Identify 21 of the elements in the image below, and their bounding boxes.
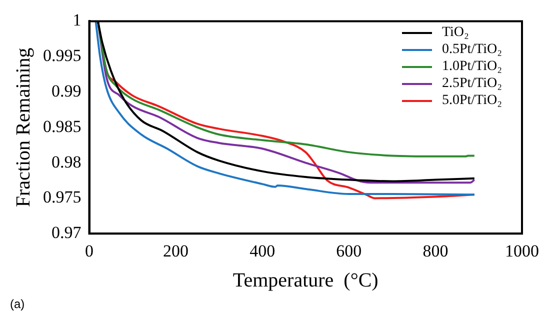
x-tick-label: 400 (250, 241, 276, 260)
y-tick-label: 0.97 (52, 223, 82, 242)
y-tick-label: 0.995 (43, 46, 82, 66)
y-axis-title: Fraction Remaining (12, 48, 34, 208)
x-axis-title: Temperature (°C) (232, 269, 378, 292)
y-tick-label: 0.975 (43, 188, 82, 207)
x-tick-label: 0 (85, 241, 94, 260)
legend-label: TiO₂ (442, 24, 469, 41)
y-tick-label: 0.99 (52, 81, 82, 100)
y-tick-label: 1 (72, 10, 82, 30)
y-tick-label: 0.98 (52, 152, 82, 172)
y-tick-label: 0.985 (43, 116, 82, 136)
legend-label: 0.5Pt/TiO₂ (442, 41, 502, 58)
x-tick-label: 600 (336, 241, 362, 260)
text: (a) (10, 297, 25, 311)
x-tick-label: 1000 (505, 241, 539, 260)
x-tick-label: 800 (422, 241, 448, 260)
x-tick-label: 200 (163, 241, 189, 260)
legend-label: 5.0Pt/TiO₂ (442, 92, 502, 109)
legend-label: 1.0Pt/TiO₂ (442, 58, 502, 75)
legend-label: 2.5Pt/TiO₂ (442, 75, 502, 92)
